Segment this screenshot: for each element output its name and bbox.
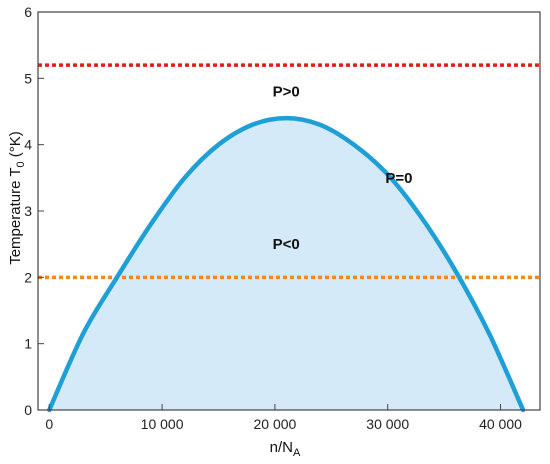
y-tick-label: 6 <box>24 4 32 20</box>
x-axis-ticks: 0 10 000 20 000 30 000 40 000 <box>45 404 522 432</box>
y-tick-label: 1 <box>24 336 32 352</box>
x-tick-label: 10 000 <box>141 416 184 432</box>
y-axis-label: Temperature T0 (°K) <box>7 131 27 265</box>
p-negative-region-fill <box>49 118 524 410</box>
y-tick-label: 3 <box>24 203 32 219</box>
x-tick-label: 20 000 <box>253 416 296 432</box>
y-tick-label: 4 <box>24 137 32 153</box>
x-tick-label: 0 <box>45 416 53 432</box>
y-tick-label: 5 <box>24 70 32 86</box>
x-tick-label: 30 000 <box>366 416 409 432</box>
y-tick-label: 0 <box>24 402 32 418</box>
x-axis-label: n/NA <box>270 439 301 459</box>
region-annotation: P=0 <box>385 170 412 187</box>
x-tick-label: 40 000 <box>479 416 522 432</box>
coexistence-curve <box>47 115 526 413</box>
annotations: P>0 P=0 P<0 <box>273 84 413 254</box>
y-tick-label: 2 <box>24 269 32 285</box>
region-annotation: P>0 <box>273 84 300 101</box>
y-axis-ticks: 0 1 2 3 4 5 6 <box>24 4 44 418</box>
region-annotation: P<0 <box>273 236 300 253</box>
